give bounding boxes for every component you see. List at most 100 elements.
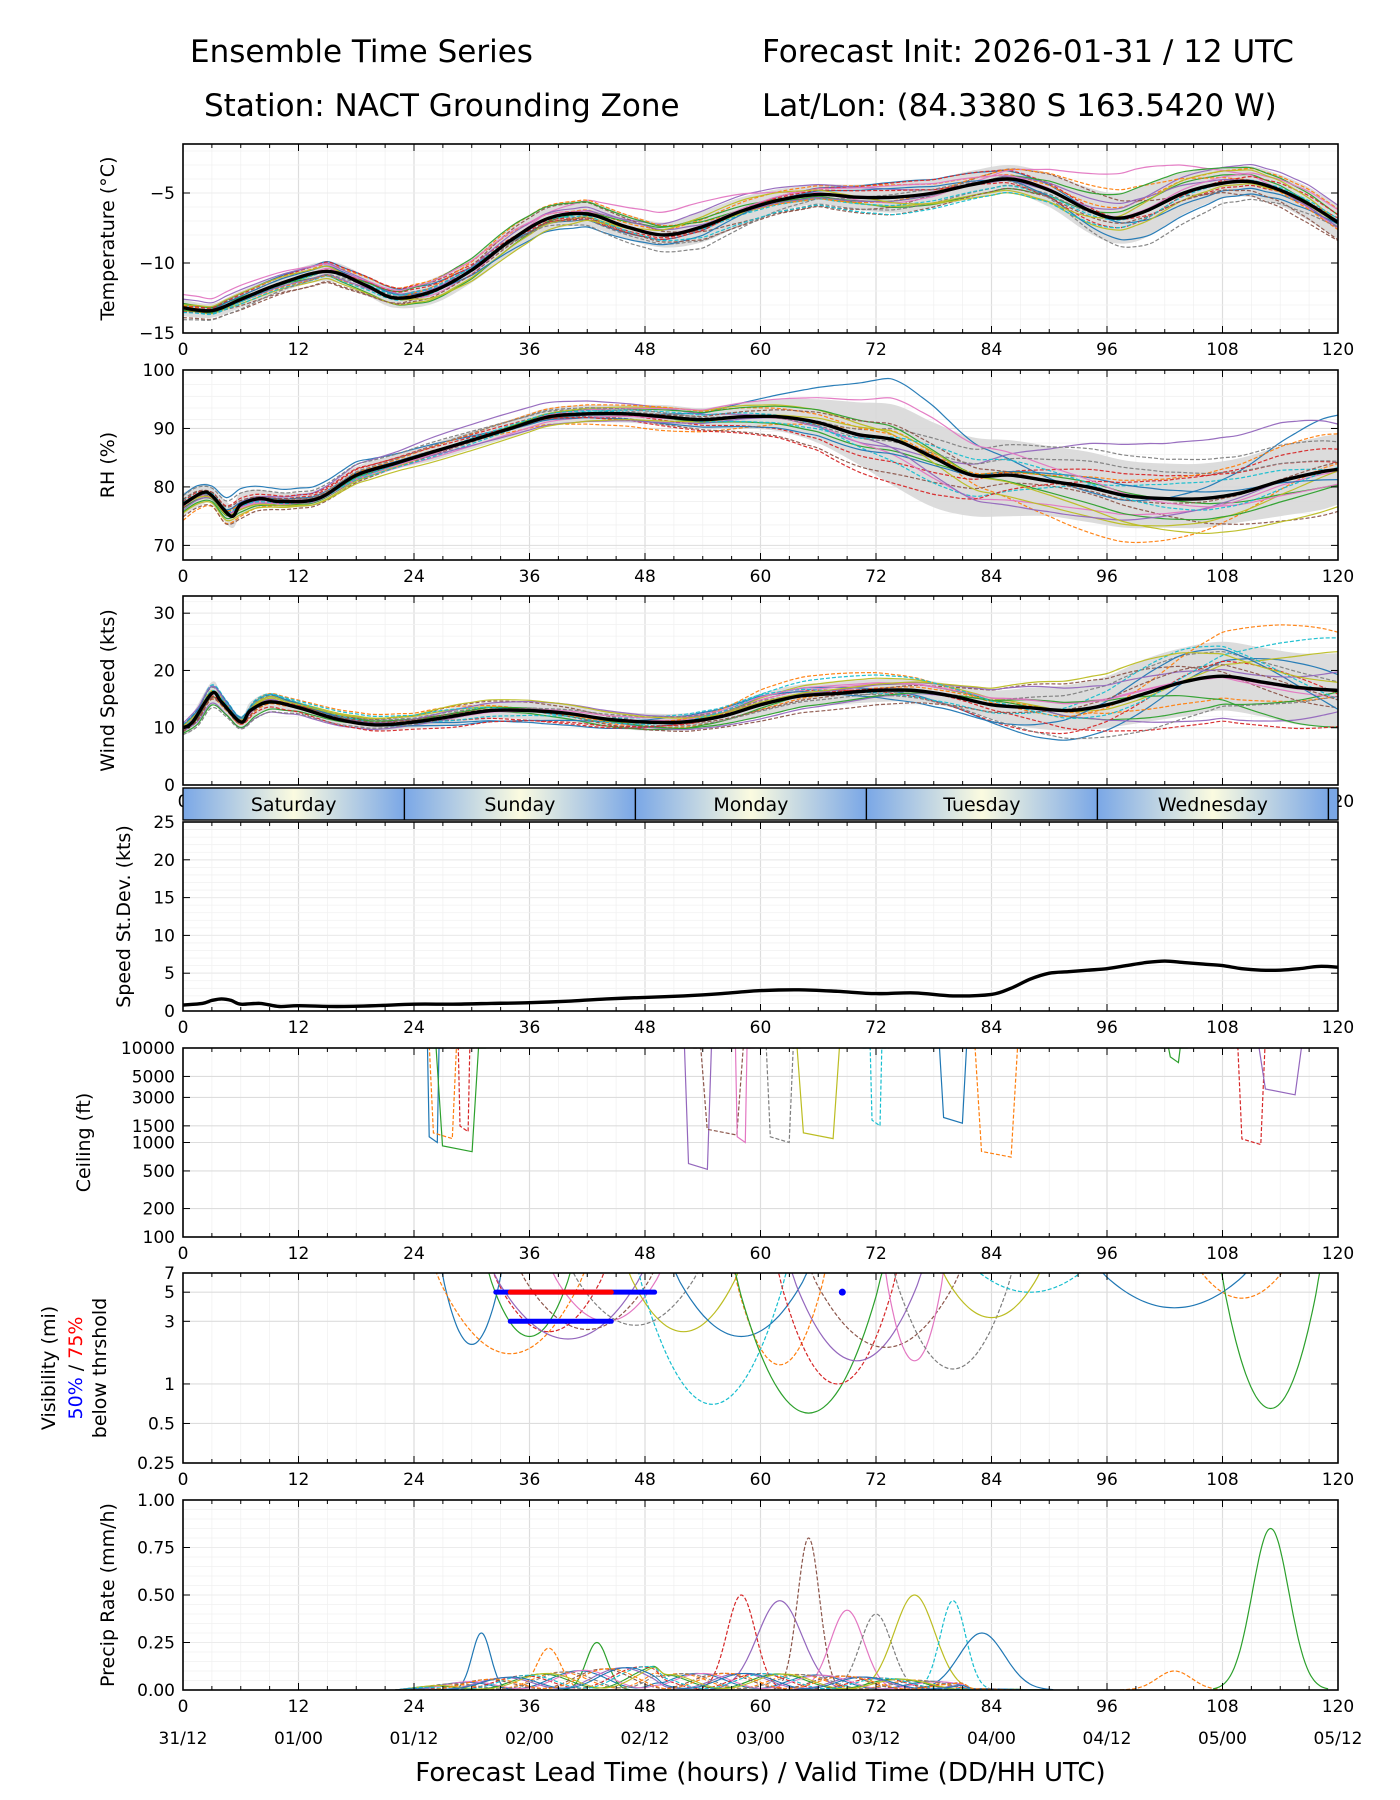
y-tick-label: 20 — [153, 661, 175, 681]
ceiling-plot-area — [419, 1048, 1310, 1171]
precip-member-line — [394, 1666, 1050, 1690]
x-tick-label: 60 — [750, 1018, 772, 1038]
y-tick-label: 10000 — [121, 1039, 175, 1059]
y-tick-label: 5 — [164, 1283, 175, 1303]
precip-member-line — [1213, 1527, 1329, 1690]
x-tick-label: 120 — [1322, 1244, 1354, 1264]
y-tick-label: 20 — [153, 851, 175, 871]
ensemble-member-line — [183, 404, 1338, 512]
ceiling-member-dip — [931, 1048, 975, 1124]
x-tick-label: 96 — [1096, 1018, 1118, 1038]
y-tick-label: 0.75 — [137, 1539, 175, 1559]
x-tick-label: 36 — [519, 1697, 541, 1717]
y-axis-label-2: below thrshold — [89, 1298, 111, 1438]
spread-band — [183, 398, 1338, 529]
x-tick-label: 72 — [865, 340, 887, 360]
rh-plot-area — [183, 377, 1338, 544]
precip-member-line — [394, 1668, 1050, 1690]
precip-member-line — [394, 1669, 1050, 1690]
x-tick-label: 84 — [981, 1244, 1003, 1264]
x-tick-label: 108 — [1206, 1244, 1238, 1264]
x-tick-label: 108 — [1206, 1697, 1238, 1717]
valid-time-label: 02/12 — [621, 1729, 670, 1749]
ensemble-mean-line — [183, 411, 1338, 518]
x-tick-label: 60 — [750, 567, 772, 587]
x-tick-label: 0 — [178, 1018, 189, 1038]
x-tick-label: 48 — [634, 1697, 656, 1717]
y-tick-label: 3000 — [132, 1088, 175, 1108]
x-tick-label: 60 — [750, 1470, 772, 1490]
title-right-1: Forecast Init: 2026-01-31 / 12 UTC — [762, 34, 1294, 70]
visibility-member-line — [734, 1273, 826, 1366]
ensemble-member-line — [183, 409, 1338, 510]
x-tick-label: 12 — [288, 567, 310, 587]
precip-member-line — [912, 1600, 994, 1690]
x-tick-label: 36 — [519, 340, 541, 360]
y-tick-label: −10 — [139, 254, 175, 274]
visibility-member-line — [572, 1273, 698, 1326]
y-tick-label: 1000 — [132, 1134, 175, 1154]
day-label: Wednesday — [1158, 794, 1268, 816]
ensemble-member-line — [183, 167, 1338, 310]
y-tick-label: −15 — [139, 324, 175, 344]
x-tick-label: 108 — [1206, 340, 1238, 360]
y-axis-label: Temperature (°C) — [97, 157, 119, 322]
ceiling-member-dip — [1230, 1048, 1273, 1146]
x-tick-label: 84 — [981, 567, 1003, 587]
day-segment — [1097, 788, 1329, 820]
visibility-member-line — [978, 1273, 1082, 1293]
x-tick-label: 0 — [178, 1470, 189, 1490]
day-label: Tuesday — [942, 794, 1020, 816]
y-tick-label: 25 — [153, 813, 175, 833]
title-left-2: Station: NACT Grounding Zone — [204, 88, 680, 124]
x-tick-label: 84 — [981, 1697, 1003, 1717]
y-axis-label: Wind Speed (kts) — [97, 609, 119, 772]
y-tick-label: 3 — [164, 1312, 175, 1332]
visibility-member-line — [811, 1273, 961, 1349]
x-tick-label: 84 — [981, 1470, 1003, 1490]
visibility-member-line — [675, 1273, 808, 1338]
y-tick-label: 5 — [164, 964, 175, 984]
day-segment — [183, 788, 405, 820]
ensemble-member-line — [183, 664, 1338, 733]
day-segment — [866, 788, 1098, 820]
x-tick-label: 0 — [178, 567, 189, 587]
x-tick-label: 12 — [288, 340, 310, 360]
ceiling-member-dip — [789, 1048, 848, 1140]
ensemble-member-line — [183, 652, 1338, 727]
y-tick-label: 100 — [143, 1228, 175, 1248]
y-tick-label: 10 — [153, 926, 175, 946]
ensemble-member-line — [183, 688, 1338, 732]
x-tick-label: 36 — [519, 1018, 541, 1038]
ceiling-member-dip — [1160, 1048, 1188, 1064]
y-tick-label: 80 — [153, 478, 175, 498]
y-tick-label: 500 — [143, 1162, 175, 1182]
x-tick-label: 84 — [981, 1018, 1003, 1038]
x-tick-label: 72 — [865, 567, 887, 587]
precip-member-line — [394, 1665, 1050, 1690]
y-axis-label: Speed St.Dev. (kts) — [113, 825, 135, 1008]
ensemble-member-line — [183, 179, 1338, 315]
temperature-plot-area — [183, 163, 1338, 321]
y-tick-label: 90 — [153, 419, 175, 439]
day-label: Sunday — [484, 794, 555, 816]
y-tick-label: 200 — [143, 1200, 175, 1220]
precip-member-line — [773, 1537, 844, 1690]
x-tick-label: 108 — [1206, 1470, 1238, 1490]
y-axis-label: Precip Rate (mm/h) — [97, 1503, 119, 1687]
visibility-prob-legend: 50% / 75% — [65, 1317, 87, 1420]
y-tick-label: 1 — [164, 1375, 175, 1395]
ensemble-mean-line — [183, 674, 1338, 730]
y-tick-label: 15 — [153, 889, 175, 909]
valid-time-label: 04/00 — [967, 1729, 1016, 1749]
x-tick-label: 84 — [981, 340, 1003, 360]
y-tick-label: 10 — [153, 719, 175, 739]
x-axis-bottom: 31/12 01/00 01/12 02/00 02/12 03/00 03/12 04/00… — [159, 1729, 1363, 1788]
x-tick-label: 12 — [288, 1697, 310, 1717]
ensemble-member-line — [183, 179, 1338, 321]
y-tick-label: 7 — [164, 1264, 175, 1284]
ceiling-member-dip — [450, 1048, 478, 1133]
ensemble-member-line — [183, 650, 1338, 727]
x-tick-label: 48 — [634, 1018, 656, 1038]
